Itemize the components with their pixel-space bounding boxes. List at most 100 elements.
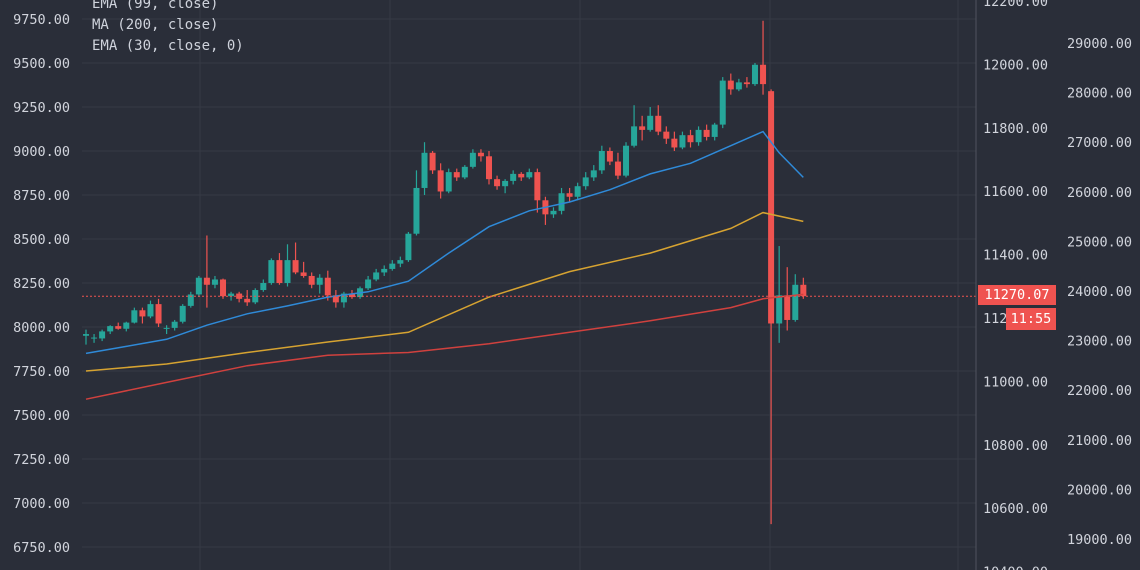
indicator-line xyxy=(85,211,804,372)
candle-body xyxy=(220,279,227,297)
left-tick-label: 8500.00 xyxy=(13,232,70,248)
right-outer-tick-label: 27000.00 xyxy=(1067,135,1132,151)
right-outer-tick-label: 22000.00 xyxy=(1067,383,1132,399)
right-outer-tick-label: 19000.00 xyxy=(1067,532,1132,548)
candle-body xyxy=(477,152,484,157)
candle-body xyxy=(244,298,251,303)
candle-body xyxy=(405,233,412,261)
candle-body xyxy=(486,156,492,180)
candle-body xyxy=(768,91,775,324)
left-tick-label: 7750.00 xyxy=(13,364,70,380)
candle-body xyxy=(340,293,347,303)
candle-body xyxy=(187,294,194,306)
right-inner-tick-label: 10800.00 xyxy=(983,438,1048,454)
right-outer-tick-label: 29000.00 xyxy=(1067,36,1132,52)
candle-body xyxy=(139,310,146,317)
candle-body xyxy=(228,293,235,297)
candle-body xyxy=(655,115,662,132)
candle-body xyxy=(518,173,525,178)
candle-body xyxy=(308,275,315,285)
left-tick-label: 9750.00 xyxy=(13,12,70,28)
candle-body xyxy=(534,172,541,201)
right-inner-tick-label: 11800.00 xyxy=(983,121,1048,137)
candle-body xyxy=(639,126,646,130)
candle-body xyxy=(510,173,517,181)
candle-body xyxy=(647,115,654,130)
candle-body xyxy=(348,293,355,298)
candle-body xyxy=(792,284,799,320)
candle-countdown-tag: 11:55 xyxy=(1006,308,1056,330)
right-outer-tick-label: 28000.00 xyxy=(1067,86,1132,102)
candles xyxy=(83,20,807,525)
candle-body xyxy=(631,126,638,146)
legend-ma-200[interactable]: MA (200, close) xyxy=(92,17,219,33)
candle-body xyxy=(671,138,678,148)
candle-body xyxy=(381,268,388,273)
candle-body xyxy=(695,129,702,143)
candle-body xyxy=(83,334,89,336)
right-inner-tick-label: 11400.00 xyxy=(983,248,1048,264)
candle-body xyxy=(211,279,218,285)
candle-body xyxy=(784,295,791,320)
candle-body xyxy=(324,277,331,296)
candle-body xyxy=(687,135,694,143)
candle-body xyxy=(413,187,420,234)
candle-body xyxy=(147,304,154,317)
right-inner-tick-label: 12200.00 xyxy=(983,0,1048,10)
indicator-line xyxy=(85,293,804,400)
candle-body xyxy=(99,331,106,339)
candle-body xyxy=(155,304,162,324)
left-tick-label: 9000.00 xyxy=(13,144,70,160)
candle-body xyxy=(91,337,98,339)
right-inner-tick-label: 11000.00 xyxy=(983,374,1048,390)
candle-body xyxy=(397,260,404,264)
left-tick-label: 8250.00 xyxy=(13,276,70,292)
candle-body xyxy=(437,170,444,192)
candle-body xyxy=(389,263,396,269)
candle-body xyxy=(300,272,307,276)
right-inner-tick-label: 12000.00 xyxy=(983,57,1048,73)
left-tick-label: 9500.00 xyxy=(13,56,70,72)
candle-body xyxy=(365,279,372,289)
candle-body xyxy=(800,284,807,297)
right-outer-tick-label: 23000.00 xyxy=(1067,334,1132,350)
candle-body xyxy=(727,80,734,90)
candle-body xyxy=(623,145,630,176)
legend-ema-30[interactable]: EMA (30, close, 0) xyxy=(92,38,244,54)
candle-body xyxy=(776,295,783,324)
right-price-axis-outer[interactable]: 19000.00 20000.00 21000.00 22000.00 23000.00… xyxy=(1067,36,1132,548)
candle-body xyxy=(123,322,130,329)
candle-body xyxy=(590,170,597,178)
candle-body xyxy=(292,260,299,273)
candle-body xyxy=(743,82,750,85)
candle-body xyxy=(550,210,557,215)
candle-body xyxy=(760,64,767,85)
candle-body xyxy=(421,152,428,188)
indicator-line xyxy=(85,130,804,355)
candle-body xyxy=(711,124,718,137)
candle-body xyxy=(276,260,283,283)
left-price-axis[interactable]: 6750.00 7000.00 7250.00 7500.00 7750.00 8000.… xyxy=(13,12,70,556)
right-outer-tick-label: 20000.00 xyxy=(1067,482,1132,498)
candle-body xyxy=(107,326,114,332)
candle-body xyxy=(606,151,613,162)
candle-body xyxy=(663,131,670,139)
candle-body xyxy=(582,177,589,187)
left-tick-label: 9250.00 xyxy=(13,100,70,116)
left-tick-label: 8000.00 xyxy=(13,320,70,336)
right-outer-tick-label: 26000.00 xyxy=(1067,185,1132,201)
candle-body xyxy=(574,186,581,197)
candle-body xyxy=(316,277,323,285)
legend-ema-99[interactable]: EMA (99, close) xyxy=(92,0,219,12)
left-tick-label: 7000.00 xyxy=(13,496,70,512)
candle-body xyxy=(526,172,533,178)
candle-body xyxy=(179,305,186,322)
candle-body xyxy=(260,283,267,291)
candle-body xyxy=(445,172,452,192)
candle-body xyxy=(453,172,460,178)
candle-body xyxy=(115,326,122,329)
candle-body xyxy=(469,152,476,167)
candle-body xyxy=(131,310,138,323)
